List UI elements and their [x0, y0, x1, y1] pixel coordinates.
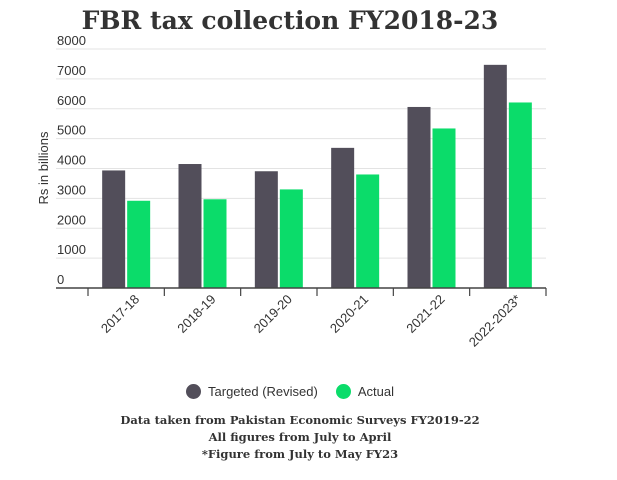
legend-item-actual[interactable]: Actual [335, 384, 394, 399]
source-notes: Data taken from Pakistan Economic Survey… [0, 412, 600, 463]
y-axis-ticks: 0 1000 2000 3000 4000 5000 6000 7000 8000 [57, 33, 86, 287]
legend-label-actual: Actual [357, 384, 394, 399]
y-tick-label: 8000 [57, 33, 86, 48]
legend-label-targeted: Targeted (Revised) [208, 384, 318, 399]
bar-targeted-2[interactable] [254, 171, 278, 288]
y-tick-label: 0 [57, 272, 64, 287]
note-asterisk: *Figure from July to May FY23 [201, 447, 399, 461]
y-tick-label: 3000 [57, 182, 86, 197]
y-axis-label: Rs in billions [36, 131, 51, 204]
bar-targeted-5[interactable] [483, 64, 507, 289]
legend: Targeted (Revised) Actual [0, 384, 580, 399]
y-tick-label: 7000 [57, 63, 86, 78]
x-tick-label: 2022-2023* [466, 292, 524, 350]
y-tick-label: 6000 [57, 93, 86, 108]
bar-targeted-4[interactable] [407, 106, 431, 289]
bar-actual-3[interactable] [356, 174, 380, 288]
bar-targeted-1[interactable] [178, 164, 202, 288]
bar-targeted-3[interactable] [331, 147, 355, 288]
bars [102, 64, 532, 289]
x-tick-label: 2021-22 [403, 292, 447, 336]
x-axis: 2017-18 2018-19 2019-20 2020-21 2021-22 2022-… [56, 287, 547, 350]
y-tick-label: 4000 [57, 153, 86, 168]
legend-swatch-actual [335, 384, 351, 399]
note-source: Data taken from Pakistan Economic Survey… [120, 413, 480, 427]
bar-targeted-0[interactable] [102, 170, 126, 288]
legend-swatch-targeted [186, 384, 202, 399]
y-tick-label: 2000 [57, 212, 86, 227]
x-tick-label: 2019-20 [251, 292, 295, 336]
y-tick-label: 5000 [57, 123, 86, 138]
note-period: All figures from July to April [208, 430, 392, 444]
bar-actual-4[interactable] [432, 128, 456, 288]
bar-actual-1[interactable] [203, 199, 227, 288]
x-tick-label: 2020-21 [327, 292, 371, 336]
bar-actual-0[interactable] [127, 200, 151, 288]
bar-actual-2[interactable] [279, 189, 303, 288]
chart-title: FBR tax collection FY2018-23 [81, 6, 499, 35]
x-tick-label: 2017-18 [98, 292, 142, 336]
x-tick-label: 2018-19 [174, 292, 218, 336]
bar-actual-5[interactable] [508, 102, 532, 288]
y-tick-label: 1000 [57, 242, 86, 257]
legend-item-targeted[interactable]: Targeted (Revised) [186, 384, 318, 399]
